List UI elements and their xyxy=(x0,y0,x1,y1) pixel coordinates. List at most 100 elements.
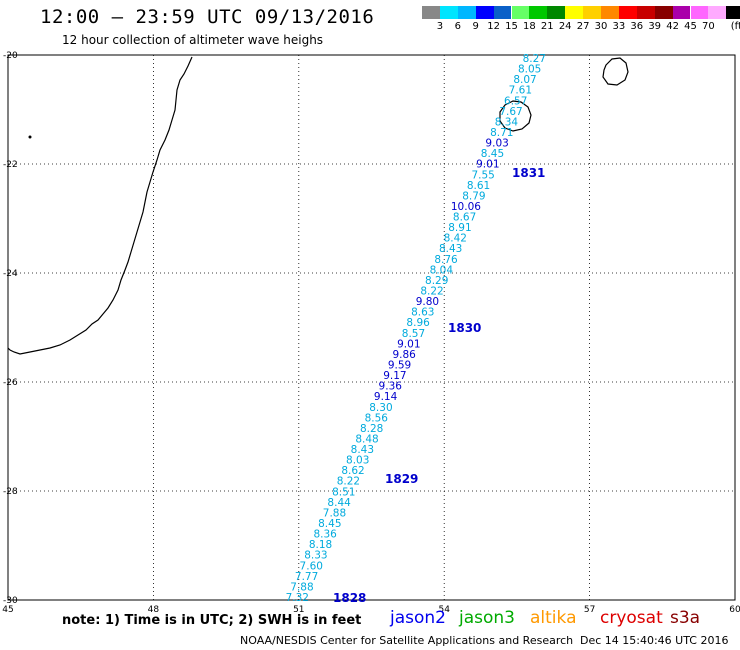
latitude-tick-label: -30 xyxy=(3,596,18,606)
wave-height-value: 8.42 xyxy=(444,233,467,245)
reunion-island-outline xyxy=(499,100,532,132)
wave-height-value: 9.01 xyxy=(476,159,499,171)
legend-swatch xyxy=(690,6,709,19)
altimeter-track: 8.278.058.077.616.577.678.348.719.038.45… xyxy=(286,53,546,604)
wave-height-value: 8.04 xyxy=(430,264,454,276)
wave-height-value: 8.34 xyxy=(495,116,519,128)
wave-height-value: 7.60 xyxy=(300,560,323,572)
legend-swatch xyxy=(672,6,691,19)
legend-label: 9 xyxy=(472,21,479,32)
longitude-tick-label: 51 xyxy=(293,605,304,615)
wave-height-value: 8.71 xyxy=(490,127,513,139)
wave-height-value: 8.48 xyxy=(355,433,378,445)
footer-timestamp: Dec 14 15:40:46 UTC 2016 xyxy=(580,634,729,647)
legend-swatch xyxy=(601,6,619,19)
wave-height-value: 8.05 xyxy=(518,64,541,76)
pass-time-label: 1830 xyxy=(448,321,481,335)
longitude-tick-label: 57 xyxy=(584,605,595,615)
wave-height-value: 8.33 xyxy=(304,550,327,562)
longitude-tick-label: 48 xyxy=(148,605,160,615)
legend-swatch xyxy=(654,6,673,19)
legend-label: 15 xyxy=(505,21,518,32)
wave-height-value: 8.28 xyxy=(360,423,383,435)
legend-label: 24 xyxy=(558,21,572,32)
satellite-label-jason3: jason3 xyxy=(459,608,515,628)
legend-swatch xyxy=(511,6,530,19)
legend-swatch xyxy=(583,6,601,19)
wave-height-value: 8.79 xyxy=(462,190,485,202)
wave-height-value: 8.76 xyxy=(434,254,458,266)
map-frame xyxy=(7,54,736,601)
satellite-label-jason2: jason2 xyxy=(390,608,446,628)
wave-height-value: 7.32 xyxy=(286,592,309,604)
map-subtitle: 12 hour collection of altimeter wave hei… xyxy=(62,33,324,47)
map-title: 12:00 – 23:59 UTC 09/13/2016 xyxy=(40,6,375,28)
wave-height-value: 10.06 xyxy=(451,201,481,213)
wave-height-value: 8.22 xyxy=(337,476,360,488)
legend-swatch xyxy=(636,6,655,19)
wave-height-value: 8.36 xyxy=(313,529,337,541)
longitude-tick-label: 54 xyxy=(438,605,450,615)
legend-label: 21 xyxy=(540,21,554,32)
wave-height-value: 7.77 xyxy=(295,571,318,583)
latitude-tick-label: -20 xyxy=(3,51,18,61)
legend-label: 45 xyxy=(684,21,697,32)
legend-swatch xyxy=(618,6,637,19)
wave-height-value: 8.45 xyxy=(481,148,504,160)
wave-height-value: 8.96 xyxy=(406,317,430,329)
pass-time-label: 1831 xyxy=(512,166,545,180)
wave-height-value: 7.67 xyxy=(499,106,522,118)
legend-label: 70 xyxy=(702,21,715,32)
wave-height-value: 8.29 xyxy=(425,275,448,287)
latitude-tick-label: -24 xyxy=(3,269,18,279)
wave-height-value: 9.14 xyxy=(374,391,398,403)
wave-height-value: 7.88 xyxy=(323,507,346,519)
wave-height-value: 8.44 xyxy=(327,497,351,509)
wave-height-value: 8.62 xyxy=(341,465,364,477)
legend-swatch xyxy=(529,6,548,19)
legend-label: 30 xyxy=(594,21,608,32)
mauritius-island-outline xyxy=(602,57,629,86)
longitude-tick-label: 60 xyxy=(729,605,740,615)
legend-swatch xyxy=(493,6,512,19)
longitude-tick-label: 45 xyxy=(2,605,13,615)
axis-labels: 45 48 51 54 57 60 -20 -22 -24 -26 -28 -30 xyxy=(2,51,740,615)
latitude-tick-label: -28 xyxy=(3,487,18,497)
legend-swatch xyxy=(439,6,458,19)
latitude-tick-label: -22 xyxy=(3,160,18,170)
wave-height-value: 8.61 xyxy=(467,180,490,192)
wave-height-value: 8.63 xyxy=(411,307,434,319)
satellite-label-cryosat: cryosat xyxy=(600,608,663,628)
pass-time-label: 1829 xyxy=(385,472,418,486)
legend-label: 6 xyxy=(454,21,461,32)
legend-swatch xyxy=(422,6,440,19)
legend-swatch xyxy=(708,6,727,19)
wave-height-value: 7.88 xyxy=(290,581,313,593)
footer-credit: NOAA/NESDIS Center for Satellite Applica… xyxy=(240,634,574,647)
latitude-tick-label: -26 xyxy=(3,378,18,388)
wave-height-value: 9.36 xyxy=(379,381,403,393)
wave-height-value: 9.17 xyxy=(383,370,406,382)
graticule xyxy=(8,55,735,600)
wave-height-value: 8.07 xyxy=(513,74,536,86)
wave-height-value: 8.56 xyxy=(365,412,389,424)
legend-label: 42 xyxy=(666,21,679,32)
wave-height-value: 8.51 xyxy=(332,486,355,498)
islet xyxy=(28,135,32,139)
wave-height-value: 8.27 xyxy=(523,53,546,65)
legend-label: 27 xyxy=(576,21,590,32)
legend-label: 18 xyxy=(523,21,536,32)
note-text: note: 1) Time is in UTC; 2) SWH is in fe… xyxy=(62,613,362,628)
legend-label: 39 xyxy=(648,21,662,32)
wave-height-value: 8.45 xyxy=(318,518,341,530)
wave-height-value: 9.80 xyxy=(416,296,439,308)
legend-swatch xyxy=(726,6,740,19)
wave-height-value: 9.01 xyxy=(397,338,420,350)
legend-unit: (ft) xyxy=(730,21,740,32)
wave-height-value: 8.03 xyxy=(346,455,369,467)
wave-height-value: 9.03 xyxy=(485,138,508,150)
satellite-label-altika: altika xyxy=(530,608,577,628)
wave-height-value: 8.91 xyxy=(448,222,471,234)
wave-height-value: 8.67 xyxy=(453,212,476,224)
